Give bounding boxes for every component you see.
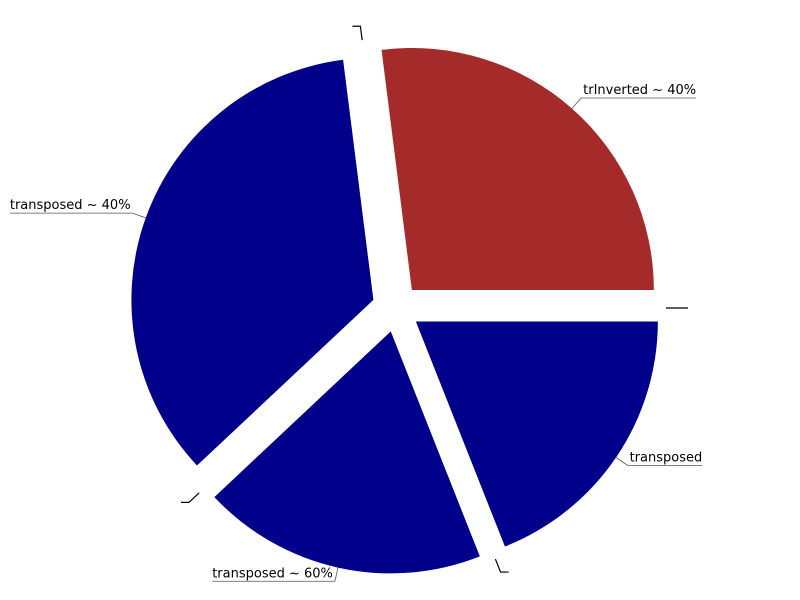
pie-slices <box>131 47 658 574</box>
pie-labels: trInverted ~ 40% transposed ~ 40% transpos… <box>9 25 703 582</box>
leader-line-2 <box>9 212 146 219</box>
pie-slice-6 <box>415 321 658 547</box>
slice-label-6: transposed <box>630 450 703 465</box>
slice-label-2: transposed ~ 40% <box>10 198 131 213</box>
leader-line-0 <box>571 97 697 109</box>
leader-line-4 <box>212 567 339 582</box>
slice-label-0: trInverted ~ 40% <box>583 83 696 98</box>
pie-slice-0 <box>381 47 654 290</box>
leader-line-6 <box>615 457 703 466</box>
zero-slice-marker-5 <box>494 558 509 573</box>
pie-slice-4 <box>214 331 480 574</box>
slice-label-4: transposed ~ 60% <box>212 566 333 581</box>
zero-slice-marker-1 <box>352 25 363 41</box>
zero-slice-marker-3 <box>180 492 200 504</box>
pie-slice-2 <box>131 59 374 466</box>
